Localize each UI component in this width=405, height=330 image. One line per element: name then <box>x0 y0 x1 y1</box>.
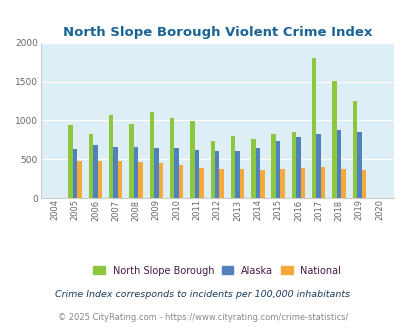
Bar <box>129 124 134 198</box>
Bar <box>170 118 174 198</box>
Bar <box>300 168 305 198</box>
Bar <box>118 161 122 198</box>
Bar <box>88 134 93 198</box>
Bar <box>352 101 356 198</box>
Bar <box>296 137 300 198</box>
Bar <box>239 169 244 198</box>
Bar <box>109 115 113 198</box>
Bar <box>68 125 73 198</box>
Bar <box>311 58 316 198</box>
Bar <box>340 169 345 198</box>
Bar <box>77 161 81 198</box>
Bar <box>259 170 264 198</box>
Bar <box>149 112 154 198</box>
Bar <box>194 150 199 198</box>
Bar <box>158 163 162 198</box>
Bar <box>230 136 234 198</box>
Text: © 2025 CityRating.com - https://www.cityrating.com/crime-statistics/: © 2025 CityRating.com - https://www.city… <box>58 313 347 322</box>
Bar <box>291 132 295 198</box>
Bar <box>250 139 255 198</box>
Bar <box>190 121 194 198</box>
Bar <box>235 151 239 198</box>
Bar <box>361 170 365 198</box>
Title: North Slope Borough Violent Crime Index: North Slope Borough Violent Crime Index <box>62 26 371 39</box>
Bar <box>255 148 260 198</box>
Bar <box>356 132 361 198</box>
Bar <box>336 130 341 198</box>
Bar <box>174 148 178 198</box>
Bar <box>199 168 203 198</box>
Bar <box>134 147 138 198</box>
Bar <box>93 145 98 198</box>
Bar <box>219 169 224 198</box>
Bar <box>210 141 215 198</box>
Text: Crime Index corresponds to incidents per 100,000 inhabitants: Crime Index corresponds to incidents per… <box>55 290 350 299</box>
Bar <box>215 151 219 198</box>
Bar <box>113 147 118 198</box>
Bar <box>279 169 284 198</box>
Bar <box>271 134 275 198</box>
Legend: North Slope Borough, Alaska, National: North Slope Borough, Alaska, National <box>89 262 344 280</box>
Bar <box>98 161 102 198</box>
Bar <box>331 81 336 198</box>
Bar <box>73 149 77 198</box>
Bar <box>178 165 183 198</box>
Bar <box>316 134 320 198</box>
Bar <box>138 162 142 198</box>
Bar <box>275 141 279 198</box>
Bar <box>154 148 158 198</box>
Bar <box>320 167 325 198</box>
